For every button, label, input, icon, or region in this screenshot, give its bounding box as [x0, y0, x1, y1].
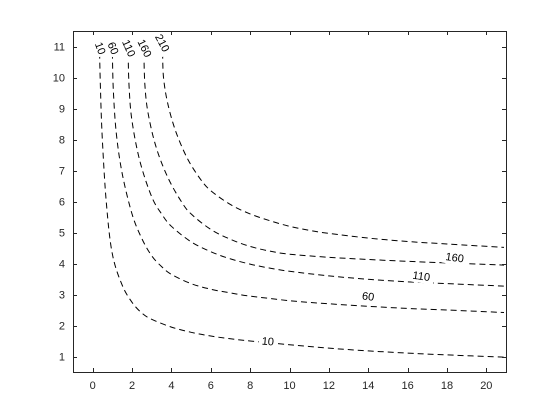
y-tick-label: 2 — [59, 321, 65, 333]
contour-label-background — [150, 28, 175, 58]
contour-label-background — [134, 35, 156, 62]
contour-label-text: 110 — [412, 270, 431, 284]
y-tick-label: 4 — [59, 259, 65, 271]
x-axis-ticks: 0 2 4 6 8 10 12 14 16 18 20 — [90, 31, 492, 392]
contour-label-top-60: 60 — [104, 38, 122, 58]
contour-label-background — [258, 333, 278, 349]
y-tick-label: 7 — [59, 166, 65, 178]
contour-label-text: 60 — [105, 41, 121, 57]
contour-label-top-10: 10 — [92, 38, 109, 58]
x-tick-label: 10 — [283, 380, 295, 392]
x-tick-label: 20 — [480, 380, 492, 392]
y-axis-ticks: 1 2 3 4 5 6 7 8 9 10 11 — [53, 42, 506, 364]
x-tick-label: 14 — [362, 380, 374, 392]
contour-line-160 — [143, 52, 505, 266]
contour-line-10 — [99, 52, 505, 358]
contour-label-text: 160 — [445, 251, 465, 265]
x-tick-label: 4 — [168, 380, 174, 392]
y-tick-label: 9 — [59, 104, 65, 116]
y-tick-label: 1 — [59, 352, 65, 364]
y-tick-label: 8 — [59, 135, 65, 147]
contour-label-text: 10 — [92, 41, 107, 57]
x-tick-label: 6 — [208, 380, 214, 392]
contour-lines — [99, 52, 505, 358]
x-tick-label: 0 — [90, 380, 96, 392]
contour-label-background — [441, 248, 469, 266]
x-tick-label: 8 — [247, 380, 253, 392]
y-tick-label: 3 — [59, 290, 65, 302]
contour-label-background — [118, 35, 140, 62]
y-tick-label: 5 — [59, 228, 65, 240]
contour-label-background — [92, 38, 109, 58]
y-tick-label: 11 — [54, 42, 65, 54]
x-tick-label: 12 — [323, 380, 335, 392]
plot-area — [73, 31, 506, 372]
contour-label-60: 60 — [358, 287, 379, 305]
contour-label-background — [358, 287, 379, 305]
contour-line-110 — [127, 52, 505, 287]
contour-label-160: 160 — [441, 248, 469, 266]
x-tick-label: 16 — [401, 380, 413, 392]
contour-label-background — [408, 267, 435, 285]
contour-line-210 — [162, 52, 505, 248]
y-tick-label: 6 — [59, 197, 65, 209]
contour-label-background — [104, 38, 122, 58]
contour-label-text: 60 — [361, 290, 375, 304]
contour-label-text: 10 — [261, 335, 274, 348]
x-tick-label: 2 — [129, 380, 135, 392]
contour-label-10: 10 — [258, 333, 278, 349]
y-tick-label: 10 — [53, 73, 65, 85]
contour-line-60 — [111, 52, 505, 313]
x-tick-label: 18 — [441, 380, 453, 392]
contour-label-110: 110 — [408, 267, 435, 285]
